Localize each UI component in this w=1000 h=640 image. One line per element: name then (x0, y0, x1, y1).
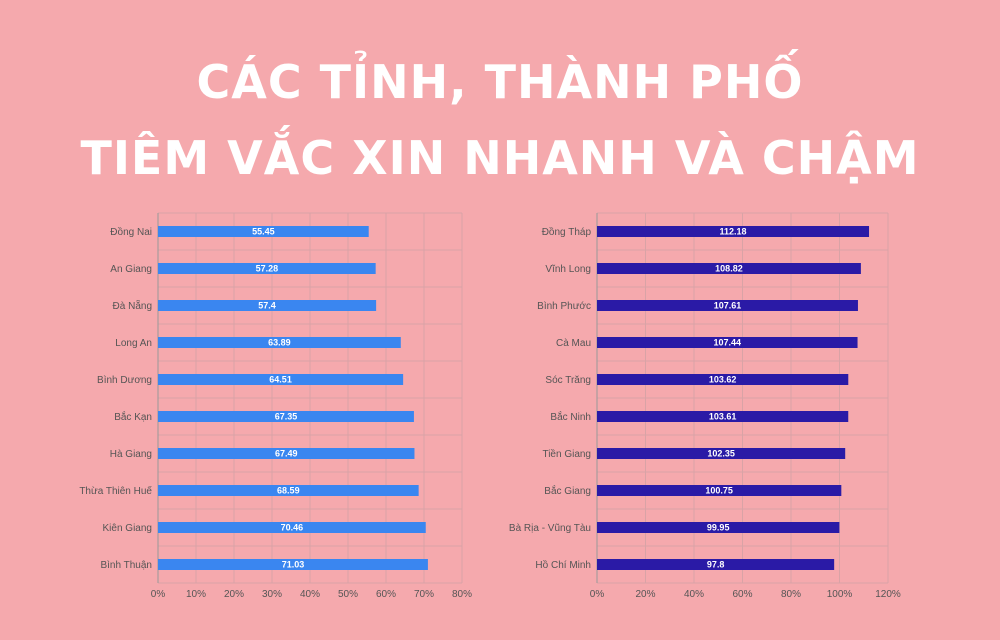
category-label: Bắc Giang (544, 484, 591, 497)
data-label: 100.75 (705, 486, 733, 496)
data-label: 103.62 (709, 375, 737, 385)
category-label: Tiền Giang (542, 448, 591, 460)
data-label: 103.61 (709, 412, 737, 422)
x-tick-label: 0% (151, 589, 166, 600)
bar (158, 300, 377, 311)
x-tick-label: 60% (732, 589, 752, 600)
x-tick-label: 40% (300, 589, 320, 600)
category-label: Thừa Thiên Huế (79, 485, 152, 497)
bar (158, 411, 414, 422)
category-label: Hồ Chí Minh (535, 559, 591, 571)
data-label: 57.4 (258, 301, 276, 311)
category-label: Cà Mau (556, 338, 591, 349)
category-label: Long An (115, 338, 152, 349)
bar (597, 374, 849, 385)
bar (158, 226, 369, 237)
bar (597, 522, 840, 533)
data-label: 99.95 (707, 523, 730, 533)
category-label: Bình Dương (97, 375, 152, 386)
x-tick-label: 30% (262, 589, 282, 600)
category-label: Hà Giang (110, 449, 152, 460)
category-label: Bắc Ninh (550, 410, 591, 423)
data-label: 68.59 (277, 486, 300, 496)
category-label: Bình Thuận (100, 560, 152, 571)
bar-chart-fastest: 0% 10% 20% 30% 40% 50% 60% 70% 80% Đồng Nai 55.45 A… (79, 212, 472, 600)
data-label: 97.8 (707, 560, 725, 570)
data-label: 112.18 (720, 227, 747, 237)
category-label: Bắc Kạn (114, 410, 152, 423)
data-label: 102.35 (707, 449, 735, 459)
x-tick-label: 20% (224, 589, 244, 600)
data-label: 57.28 (256, 264, 279, 274)
category-label: An Giang (110, 264, 152, 275)
page-title-line-2: TIÊM VẮC XIN NHANH VÀ CHẬM (80, 131, 920, 185)
category-label: Kiên Giang (103, 523, 152, 534)
x-tick-label: 100% (827, 589, 853, 600)
bar (158, 522, 426, 533)
data-label: 67.49 (275, 449, 298, 459)
bar (597, 559, 835, 570)
bar (158, 263, 376, 274)
bar (158, 374, 404, 385)
category-label: Đồng Tháp (542, 226, 592, 238)
data-label: 108.82 (715, 264, 743, 274)
bar (597, 226, 870, 237)
bar (597, 300, 858, 311)
data-label: 64.51 (269, 375, 292, 385)
x-tick-label: 60% (376, 589, 396, 600)
x-tick-label: 50% (338, 589, 358, 600)
category-label: Bà Rịa - Vũng Tàu (509, 523, 591, 534)
category-label: Sóc Trăng (545, 375, 591, 386)
data-label: 107.61 (714, 301, 742, 311)
bar (158, 485, 419, 496)
bar (158, 448, 415, 459)
data-label: 70.46 (281, 523, 304, 533)
page-title-line-1: CÁC TỈNH, THÀNH PHỐ (196, 55, 804, 109)
bar (158, 337, 401, 348)
x-tick-label: 80% (452, 589, 472, 600)
data-label: 55.45 (252, 227, 275, 237)
data-label: 107.44 (714, 338, 742, 348)
category-label: Đồng Nai (110, 226, 152, 238)
bar (597, 448, 846, 459)
x-tick-label: 40% (684, 589, 704, 600)
bar (597, 411, 849, 422)
bar (158, 559, 428, 570)
bar (597, 485, 842, 496)
bar (597, 337, 858, 348)
data-label: 63.89 (268, 338, 291, 348)
bar (597, 263, 861, 274)
x-tick-label: 70% (414, 589, 434, 600)
bar-chart-slowest: 0% 20% 40% 60% 80% 100% 120% Đồng Tháp 112.18 Vĩn… (509, 212, 901, 600)
x-tick-label: 0% (590, 589, 605, 600)
x-tick-label: 120% (875, 589, 901, 600)
x-tick-label: 80% (781, 589, 801, 600)
x-tick-label: 20% (635, 589, 655, 600)
category-label: Đà Nẵng (113, 299, 152, 312)
data-label: 67.35 (275, 412, 298, 422)
x-tick-label: 10% (186, 589, 206, 600)
category-label: Bình Phước (537, 301, 591, 312)
category-label: Vĩnh Long (545, 264, 591, 275)
data-label: 71.03 (282, 560, 305, 570)
